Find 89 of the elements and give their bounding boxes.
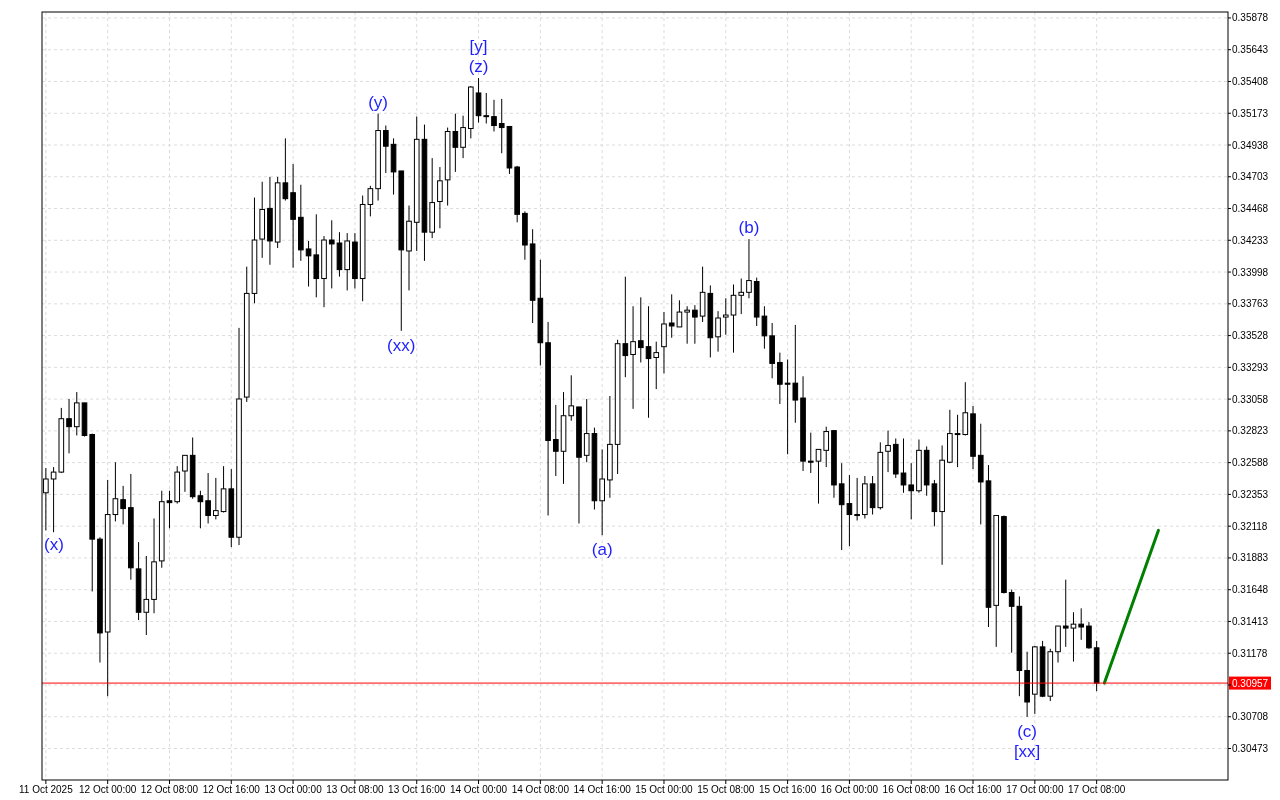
candlestick	[637, 296, 644, 363]
candlestick	[738, 278, 745, 315]
y-tick-label: 0.35173	[1232, 107, 1269, 119]
candlestick	[599, 448, 605, 536]
x-tick-label: 12 Oct 00:00	[79, 784, 137, 795]
y-tick-label: 0.34468	[1232, 203, 1269, 215]
candlestick	[383, 125, 389, 174]
annotation: (c)	[1017, 721, 1038, 741]
annotation: (a)	[591, 540, 613, 560]
y-tick-label: 0.34938	[1232, 139, 1269, 151]
candlestick	[166, 490, 173, 529]
y-tick-label: 0.35408	[1232, 75, 1269, 87]
candlestick	[807, 432, 814, 474]
candlestick	[568, 374, 575, 422]
candlestick	[213, 477, 219, 520]
candlestick	[653, 341, 660, 390]
x-tick-label: 13 Oct 08:00	[326, 784, 384, 795]
candlestick	[854, 477, 860, 521]
candlestick	[777, 352, 783, 405]
candlestick	[661, 311, 667, 374]
y-tick-label: 0.33528	[1232, 330, 1269, 342]
candlestick	[1070, 611, 1077, 663]
candlestick	[908, 462, 915, 520]
x-tick-label: 12 Oct 08:00	[140, 784, 199, 795]
candlestick	[692, 304, 698, 345]
candlestick	[460, 115, 466, 159]
annotation: [y]	[469, 37, 488, 57]
x-tick-label: 13 Oct 00:00	[264, 784, 323, 795]
annotation: [xx]	[1013, 741, 1041, 761]
y-tick-label: 0.31413	[1232, 615, 1269, 627]
y-tick-label: 0.35643	[1232, 44, 1269, 56]
y-tick-label: 0.32118	[1232, 520, 1268, 532]
candlestick	[66, 398, 72, 454]
x-tick-label: 14 Oct 08:00	[511, 784, 570, 795]
x-tick-label: 12 Oct 16:00	[202, 784, 261, 795]
candlestick	[552, 404, 559, 477]
x-tick-label: 13 Oct 16:00	[388, 784, 446, 795]
x-tick-label: 17 Oct 08:00	[1068, 784, 1126, 795]
candlestick	[815, 448, 822, 505]
y-tick-label: 0.35878	[1232, 12, 1269, 24]
annotation: (xx)	[387, 335, 416, 355]
candlestick	[823, 426, 830, 468]
x-tick-label: 14 Oct 16:00	[573, 784, 632, 795]
y-tick-label: 0.33998	[1232, 266, 1269, 278]
x-tick-label: 17 Oct 00:00	[1006, 784, 1064, 795]
x-tick-label: 16 Oct 08:00	[882, 784, 941, 795]
candlestick	[1078, 607, 1085, 641]
candlestick	[205, 472, 211, 524]
candlestick	[182, 454, 188, 493]
annotation: (x)	[44, 535, 64, 555]
y-tick-label: 0.32823	[1232, 425, 1269, 437]
candlestick	[630, 305, 636, 410]
annotation: (z)	[468, 57, 489, 77]
y-tick-label: 0.34233	[1232, 234, 1269, 246]
y-tick-label: 0.31883	[1232, 552, 1269, 564]
candlestick	[120, 485, 126, 525]
x-tick-label: 16 Oct 00:00	[820, 784, 879, 795]
annotation: (y)	[368, 92, 389, 112]
x-tick-label: 15 Oct 08:00	[697, 784, 755, 795]
y-tick-label: 0.33058	[1232, 393, 1269, 405]
y-tick-label: 0.34703	[1232, 171, 1269, 183]
candlestick	[73, 391, 80, 436]
candlestick	[684, 305, 690, 345]
y-tick-label: 0.32588	[1232, 457, 1269, 469]
x-tick-label: 16 Oct 16:00	[944, 784, 1003, 795]
candlestick	[722, 297, 729, 336]
y-tick-label: 0.30473	[1232, 743, 1269, 755]
candlestick	[746, 238, 752, 299]
candlestick	[1062, 579, 1069, 648]
candlestick	[715, 310, 721, 353]
y-tick-label: 0.32353	[1232, 488, 1269, 500]
y-tick-label: 0.33763	[1232, 298, 1269, 310]
x-tick-label: 14 Oct 00:00	[449, 784, 508, 795]
y-tick-label: 0.33293	[1232, 361, 1269, 373]
annotation: (b)	[738, 218, 760, 238]
candlestick	[645, 305, 652, 419]
candlestick	[885, 430, 891, 473]
y-tick-label: 0.31178	[1232, 647, 1268, 659]
candlestick	[900, 437, 907, 494]
ref-line-label: 0.30957	[1232, 677, 1269, 689]
x-tick-label: 11 Oct 2025	[18, 784, 74, 795]
y-tick-label: 0.30708	[1232, 711, 1269, 723]
y-tick-label: 0.31648	[1232, 584, 1269, 596]
x-tick-label: 15 Oct 16:00	[758, 784, 817, 795]
candlestick	[437, 166, 443, 229]
candlestick	[730, 283, 737, 354]
x-tick-label: 15 Oct 00:00	[635, 784, 694, 795]
candlestick	[1086, 621, 1092, 650]
candlestick	[491, 99, 497, 132]
